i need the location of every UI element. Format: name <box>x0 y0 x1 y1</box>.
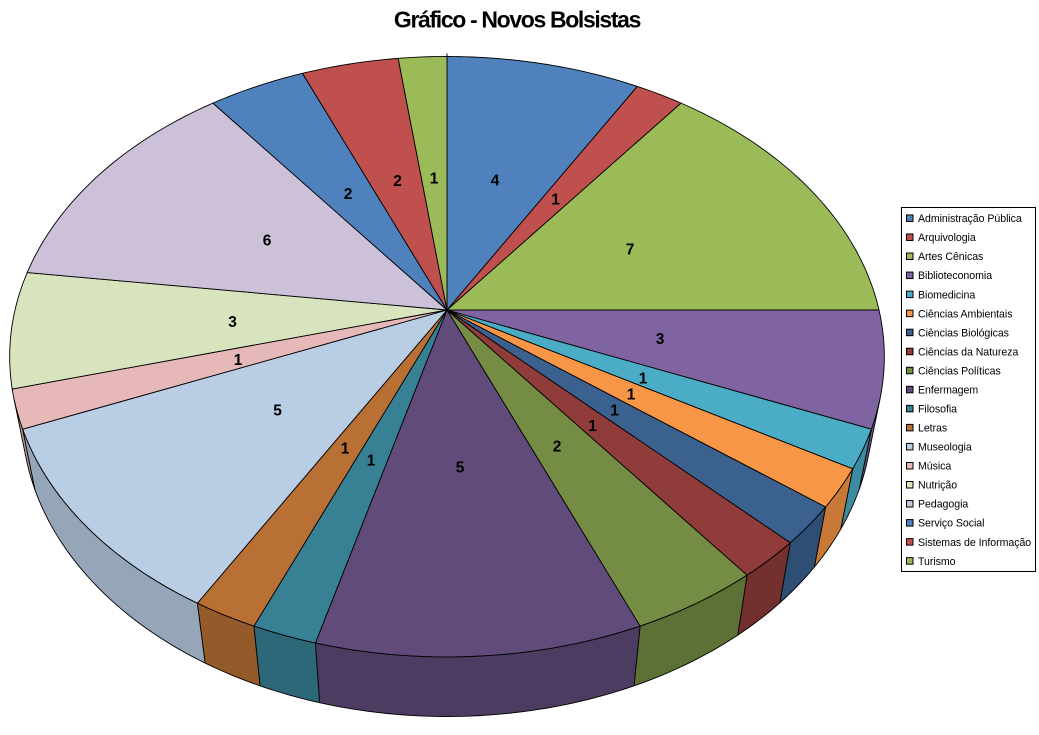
svg-text:Ciências Políticas: Ciências Políticas <box>918 365 1001 377</box>
svg-text:Nutrição: Nutrição <box>918 480 957 492</box>
svg-text:Serviço Social: Serviço Social <box>918 518 984 530</box>
svg-text:5: 5 <box>456 459 465 476</box>
svg-text:1: 1 <box>627 386 636 403</box>
svg-text:1: 1 <box>610 402 619 419</box>
svg-text:Administração Pública: Administração Pública <box>918 213 1022 225</box>
svg-text:Biblioteconomia: Biblioteconomia <box>918 270 992 282</box>
svg-text:Ciências Ambientais: Ciências Ambientais <box>918 308 1012 320</box>
svg-text:Ciências Biológicas: Ciências Biológicas <box>918 327 1009 339</box>
svg-text:2: 2 <box>393 173 402 190</box>
svg-text:1: 1 <box>367 452 376 469</box>
svg-text:3: 3 <box>228 314 237 331</box>
svg-text:Ciências da Natureza: Ciências da Natureza <box>918 346 1018 358</box>
svg-text:1: 1 <box>588 418 597 435</box>
svg-text:1: 1 <box>234 352 243 369</box>
svg-text:6: 6 <box>263 232 272 249</box>
svg-text:5: 5 <box>273 402 282 419</box>
svg-text:Pedagogia: Pedagogia <box>918 499 968 511</box>
svg-text:Museologia: Museologia <box>918 442 972 454</box>
svg-text:Gráfico - Novos Bolsistas: Gráfico - Novos Bolsistas <box>394 6 641 32</box>
svg-text:Filosofia: Filosofia <box>918 404 957 416</box>
svg-text:Artes Cênicas: Artes Cênicas <box>918 251 983 263</box>
svg-text:3: 3 <box>656 331 665 348</box>
svg-text:1: 1 <box>430 170 439 187</box>
svg-text:1: 1 <box>551 191 560 208</box>
svg-text:Biomedicina: Biomedicina <box>918 289 975 301</box>
svg-text:7: 7 <box>626 241 635 258</box>
svg-text:Enfermagem: Enfermagem <box>918 384 978 396</box>
svg-text:2: 2 <box>553 438 562 455</box>
svg-text:Música: Música <box>918 461 951 473</box>
svg-text:2: 2 <box>344 186 353 203</box>
svg-text:Turismo: Turismo <box>918 556 956 568</box>
svg-text:Arquivologia: Arquivologia <box>918 232 976 244</box>
svg-text:Letras: Letras <box>918 423 947 435</box>
svg-text:1: 1 <box>341 440 350 457</box>
svg-text:Sistemas de Informação: Sistemas de Informação <box>918 537 1031 549</box>
svg-text:1: 1 <box>639 370 648 387</box>
svg-text:4: 4 <box>491 172 500 189</box>
